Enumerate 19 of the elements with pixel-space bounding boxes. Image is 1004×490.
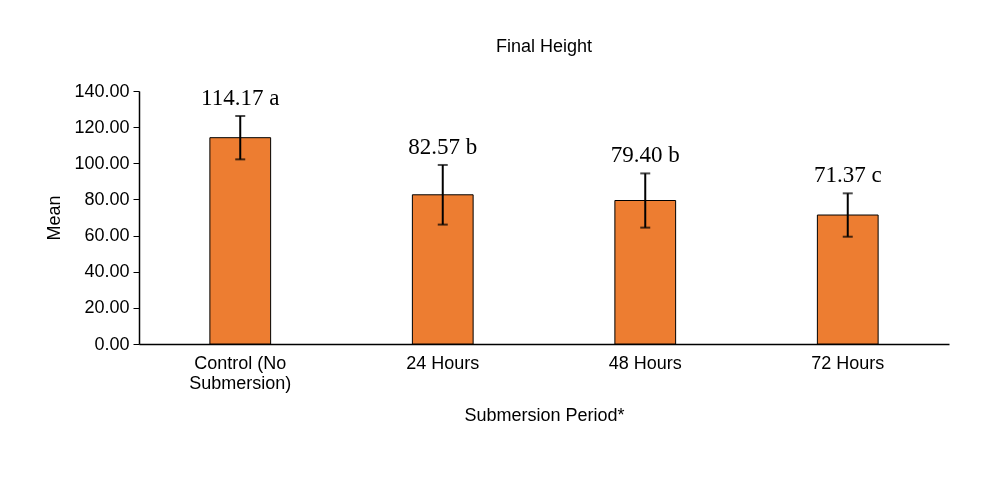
y-tick-label: 80.00 [84,188,130,209]
x-tick-label: Control (No Submersion) [189,352,292,393]
y-tick-label: 100.00 [74,152,130,173]
y-tick-label: 120.00 [74,116,130,137]
x-tick-label: 72 Hours [811,352,885,373]
data-label: 71.37 c [813,162,882,188]
x-axis-title: Submersion Period* [464,404,625,425]
y-axis-title: Mean [44,195,65,241]
y-tick-label: 20.00 [84,297,130,318]
y-tick-label: 140.00 [74,80,130,101]
x-tick-label: 24 Hours [406,352,480,373]
y-tick-label: 40.00 [84,261,130,282]
data-label: 82.57 b [408,133,478,159]
x-tick-label: 48 Hours [608,352,682,373]
data-label: 79.40 b [610,142,680,168]
data-label: 114.17 a [201,84,280,110]
chart-title: Final Height [495,36,593,56]
y-tick-label: 0.00 [94,333,130,354]
y-tick-label: 60.00 [84,225,130,246]
